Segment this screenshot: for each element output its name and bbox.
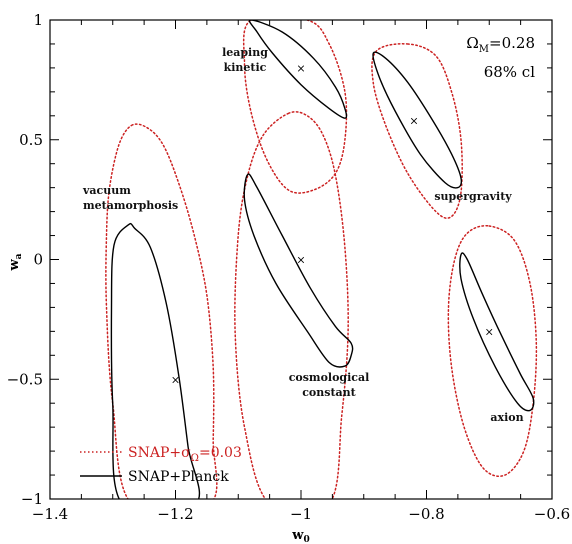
contour-snap-prior-vacuum-metamorphosis [105,123,218,499]
model-marker: × [171,373,180,386]
model-marker: × [485,325,494,338]
contour-snap-planck-supergravity [372,51,463,189]
model-label: kinetic [224,61,267,74]
legend-label-solid: SNAP+Planck [128,469,229,485]
model-marker: × [409,115,418,128]
x-tick-label: −1.2 [157,505,193,523]
x-tick-label: −0.6 [534,505,570,523]
y-tick-label: 0.5 [19,131,43,149]
model-markers: × × × × × [171,62,494,386]
contour-snap-planck-axion [459,252,535,412]
model-labels: vacuum metamorphosis leaping kinetic cosmolo… [82,46,524,424]
contour-snap-prior-axion [447,224,538,477]
model-label: leaping [222,46,268,59]
model-marker: × [296,62,305,75]
annotation-omega: ΩM=0.28 [466,34,535,55]
y-axis-title: wa [7,253,24,271]
axis-ticks: −1.4 −1.2 −1 −0.8 −0.6 −1 −0.5 0 0.5 1 [7,11,571,523]
x-tick-label: −1.4 [32,505,68,523]
x-axis-title: w0 [291,528,309,544]
model-label: constant [302,386,356,399]
x-tick-label: −0.8 [408,505,444,523]
contours [105,20,538,499]
contour-snap-prior-cosmological-constant [234,111,349,499]
model-label: metamorphosis [83,199,178,212]
contour-snap-planck-leaping-kinetic [248,20,348,119]
legend: SNAP+σΩ=0.03 SNAP+Planck [80,445,242,485]
y-tick-label: −1 [21,490,43,508]
model-label: vacuum [82,184,131,197]
y-tick-label: 0 [33,251,43,269]
contour-snap-planck-cosmological-constant [243,173,354,368]
y-tick-label: 1 [33,11,43,29]
y-tick-label: −0.5 [7,370,43,388]
annotation-cl: 68% cl [484,63,536,81]
model-label: cosmological [289,371,370,384]
legend-label-dotted: SNAP+σΩ=0.03 [128,445,242,464]
contour-snap-prior-supergravity [371,43,463,219]
x-tick-label: −1 [290,505,312,523]
model-marker: × [296,254,305,267]
model-label: axion [490,411,523,424]
model-label: supergravity [434,190,512,203]
contour-snap-planck-vacuum-metamorphosis [110,222,201,499]
contour-snap-prior-leaping-kinetic [242,20,348,194]
